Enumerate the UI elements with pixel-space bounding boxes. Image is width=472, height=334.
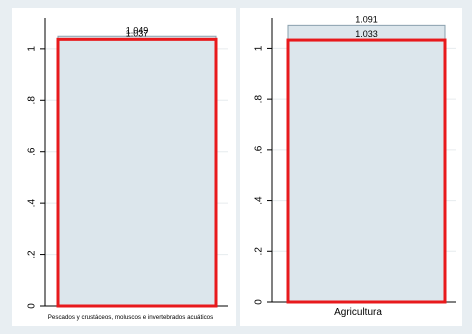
y-tick-label: 0 xyxy=(254,299,265,305)
chart-panel-2: 0 .2 .4 .6 .8 1 1.091 1.033 Agricultura xyxy=(240,8,462,326)
bar-series-2 xyxy=(56,37,218,308)
y-tick-label: .2 xyxy=(27,250,38,259)
data-label-series-2: 1.037 xyxy=(126,28,149,38)
y-tick-label: .4 xyxy=(254,196,265,205)
bar-series-2 xyxy=(286,38,447,304)
y-tick-label: .6 xyxy=(27,147,38,156)
data-label-series-2: 1.033 xyxy=(355,29,378,39)
y-tick-label: 0 xyxy=(27,303,38,309)
y-tick-label: .8 xyxy=(27,96,38,105)
data-label-series-1: 1.049 xyxy=(126,25,149,35)
y-tick-label: .8 xyxy=(254,95,265,104)
y-tick-label: 1 xyxy=(254,45,265,51)
y-tick-label: .6 xyxy=(254,145,265,154)
data-label-series-1: 1.091 xyxy=(355,14,378,24)
y-tick-label: .4 xyxy=(27,199,38,208)
category-label: Pescados y crustáceos, moluscos e invert… xyxy=(48,314,213,321)
category-label: Agricultura xyxy=(334,307,382,318)
y-tick-label: 1 xyxy=(27,46,38,52)
y-tick-label: .2 xyxy=(254,247,265,256)
